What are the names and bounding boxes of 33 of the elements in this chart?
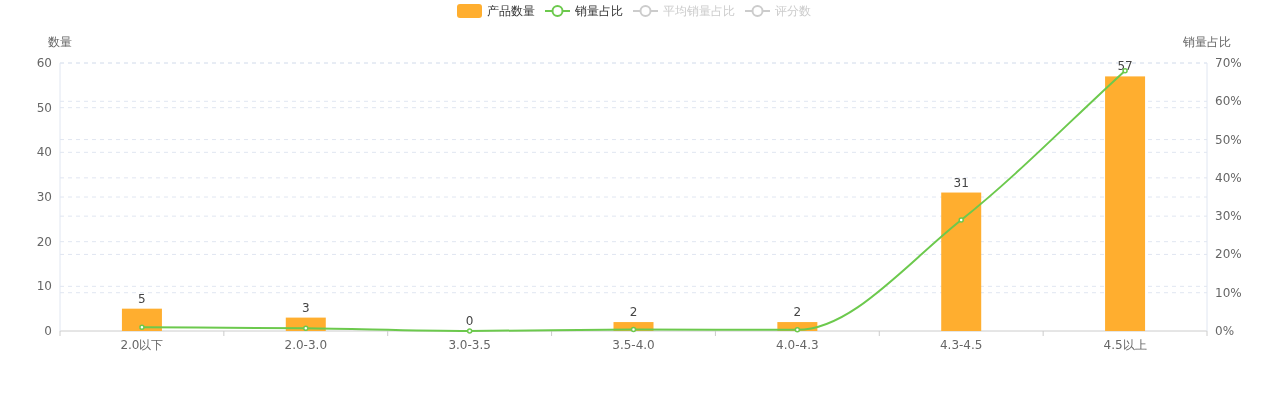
- y-tick-label: 40: [36, 145, 52, 160]
- legend-label: 产品数量: [487, 4, 535, 18]
- y2-tick-label: 40%: [1215, 170, 1242, 185]
- y-tick-label: 10: [36, 279, 52, 294]
- y-tick-label: 60: [36, 56, 52, 70]
- y-tick-label: 50: [36, 100, 52, 115]
- x-tick-label: 4.0-4.3: [776, 338, 819, 352]
- data-label: 3: [301, 300, 310, 315]
- y2-tick-label: 60%: [1215, 94, 1242, 109]
- x-tick-label: 4.3-4.5: [939, 338, 983, 352]
- y2-tick-label: 50%: [1215, 132, 1242, 147]
- y2-axis-title: 销量占比: [1182, 35, 1231, 49]
- x-tick-label: 3.5-4.0: [612, 338, 655, 352]
- legend-label: 销量占比: [574, 4, 623, 18]
- x-tick-label: 2.0以下: [120, 338, 164, 352]
- y2-tick-label: 10%: [1215, 285, 1242, 300]
- data-label: 5: [138, 291, 146, 306]
- y-axis-title: 数量: [48, 35, 72, 49]
- x-tick-label: 2.0-3.0: [284, 338, 328, 352]
- y2-tick-label: 0%: [1215, 324, 1235, 338]
- y-tick-label: 20: [36, 234, 52, 249]
- data-label: 57: [1117, 59, 1133, 74]
- x-tick-label: 4.5以上: [1103, 338, 1147, 352]
- y2-tick-label: 30%: [1215, 209, 1242, 224]
- y2-tick-label: 70%: [1215, 56, 1242, 70]
- x-tick-label: 3.0-3.5: [448, 338, 491, 352]
- y-tick-label: 0: [44, 324, 52, 338]
- data-label: 0: [465, 314, 474, 328]
- y2-tick-label: 20%: [1215, 247, 1242, 262]
- data-label: 31: [953, 175, 969, 190]
- data-label: 2: [793, 305, 802, 320]
- data-label: 2: [629, 305, 638, 320]
- y-tick-label: 30: [36, 190, 52, 204]
